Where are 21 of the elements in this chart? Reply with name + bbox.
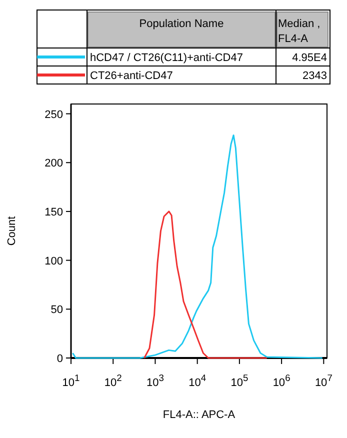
x-tick-label: 10$^{1}$ <box>62 373 80 389</box>
legend-label: hCD47 / CT26(C11)+anti-CD47 <box>90 52 243 64</box>
text: 4.95E4 <box>292 52 327 64</box>
y-tick-label: 150 <box>44 206 63 218</box>
x-tick-label: 10$^{5}$ <box>230 373 248 389</box>
x-tick-label: 10$^{4}$ <box>188 373 206 389</box>
legend-title: Population Name <box>139 18 224 30</box>
text: 2343 <box>302 70 327 82</box>
y-axis-title: Count <box>6 216 18 246</box>
legend-label: CT26+anti-CD47 <box>90 70 173 82</box>
text: Median , FL4-A <box>278 18 320 45</box>
x-tick-label: 10$^{2}$ <box>104 373 122 389</box>
y-tick-label: 250 <box>44 108 63 121</box>
x-tick-label: 10$^{7}$ <box>314 373 332 389</box>
x-tick-label: 10$^{3}$ <box>146 373 164 389</box>
x-axis-title: FL4-A:: APC-A <box>162 409 236 421</box>
y-tick-label: 50 <box>50 304 63 316</box>
x-tick-label: 10$^{6}$ <box>272 373 290 389</box>
y-tick-label: 200 <box>44 158 63 170</box>
y-tick-label: 100 <box>44 255 63 268</box>
y-tick-label: 0 <box>56 353 63 365</box>
